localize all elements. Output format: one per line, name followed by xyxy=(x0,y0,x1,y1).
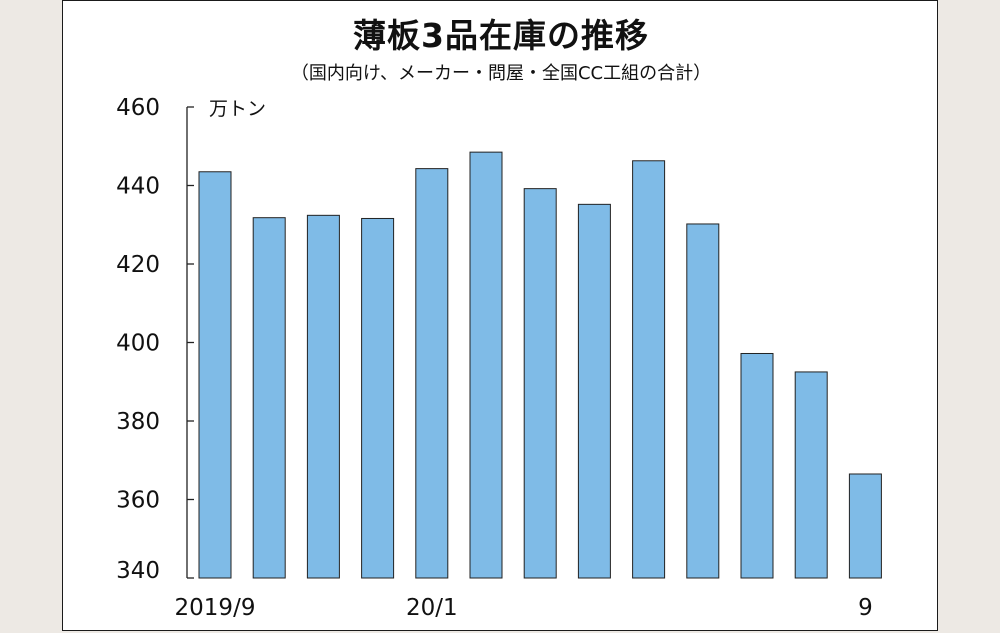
bar xyxy=(632,160,666,579)
y-tick-label: 340 xyxy=(116,558,160,584)
bar xyxy=(198,171,232,579)
bar-chart: 460 440 420 400 380 360 340 万トン 2019/9 20/1 9 xyxy=(116,95,882,621)
bar xyxy=(469,151,503,579)
chart-title: 薄板3品在庫の推移 xyxy=(353,16,649,55)
y-tick-label: 440 xyxy=(116,174,160,200)
bar xyxy=(306,214,340,579)
y-tick-label: 400 xyxy=(116,331,160,357)
bar xyxy=(577,203,611,579)
x-tick-label: 9 xyxy=(858,595,873,621)
y-unit-label: 万トン xyxy=(209,98,266,120)
bar xyxy=(794,371,828,579)
bar xyxy=(523,188,557,579)
chart-subtitle: （国内向け、メーカー・問屋・全国CC工組の合計） xyxy=(290,63,712,84)
x-tick-label: 2019/9 xyxy=(175,595,256,621)
y-tick-label: 460 xyxy=(116,95,160,121)
y-tick-label: 380 xyxy=(116,409,160,435)
bar xyxy=(848,473,882,579)
y-tick-label: 420 xyxy=(116,252,160,278)
bar xyxy=(252,217,286,579)
bar xyxy=(361,217,395,579)
y-tick-label: 360 xyxy=(116,488,160,514)
x-tick-label: 20/1 xyxy=(406,595,458,621)
bar xyxy=(740,352,774,579)
bar xyxy=(686,223,720,579)
chart-frame: 薄板3品在庫の推移 （国内向け、メーカー・問屋・全国CC工組の合計） 460 44… xyxy=(62,0,938,631)
bar xyxy=(415,168,449,579)
